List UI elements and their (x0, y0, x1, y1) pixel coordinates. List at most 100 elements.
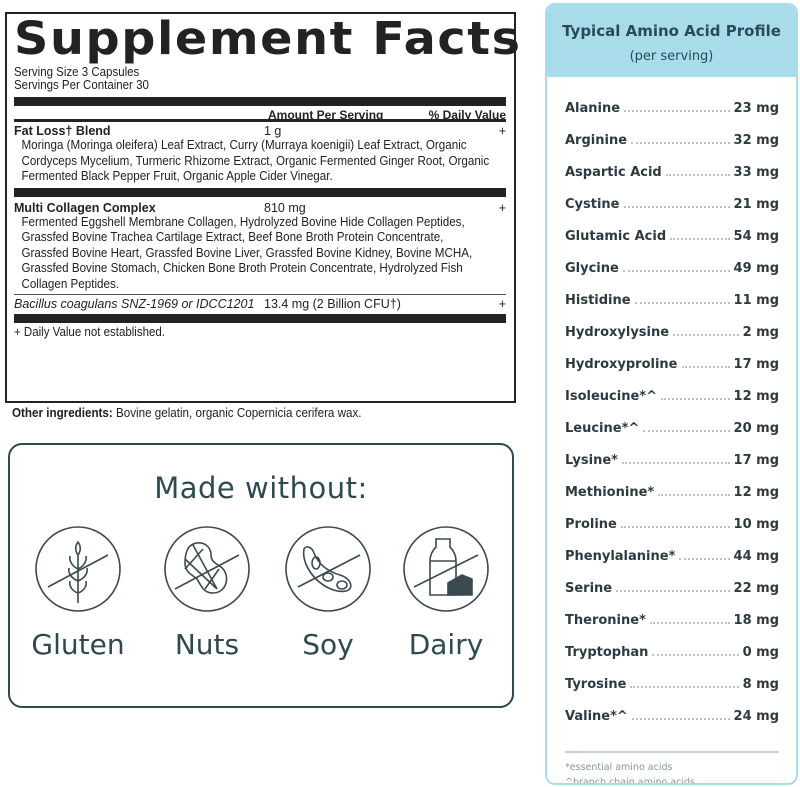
amino-name: Hydroxyproline (565, 357, 678, 372)
leader-dots (652, 647, 739, 656)
dairy-item: Dairy (396, 525, 496, 661)
amino-value: 17 mg (733, 453, 779, 468)
amino-value: 44 mg (733, 549, 779, 564)
serving-size: Serving Size 3 Capsules (14, 65, 140, 79)
supplement-facts-panel: Supplement Facts Serving Size 3 Capsules… (5, 12, 520, 403)
dv-footnote: + Daily Value not established. (14, 325, 165, 339)
ingredient-desc: Moringa (Moringa oleifera) Leaf Extract,… (21, 138, 490, 183)
leader-dots (665, 167, 730, 176)
amino-row: Serine 22 mg (547, 581, 796, 613)
amino-value: 54 mg (733, 229, 779, 244)
other-ingredients: Other ingredients: Bovine gelatin, organ… (12, 406, 362, 420)
leader-dots (634, 295, 730, 304)
amino-name: Proline (565, 517, 617, 532)
made-without-panel: Made without: Gluten Nuts Soy Dairy (8, 443, 514, 708)
leader-dots (631, 711, 730, 720)
ingredient-row: Multi Collagen Complex 810 mg + (14, 201, 506, 215)
leader-dots (624, 103, 730, 112)
ingredient-row: Fat Loss† Blend 1 g + (14, 124, 506, 138)
amino-name: Tyrosine (565, 677, 627, 692)
amino-value: 18 mg (733, 613, 779, 628)
amino-name: Isoleucine*^ (565, 389, 657, 404)
ingredient-dv: + (498, 297, 506, 311)
no-soy-icon (285, 526, 371, 612)
amino-row: Proline 10 mg (547, 517, 796, 549)
amino-row: Valine*^ 24 mg (547, 709, 796, 741)
ingredient-desc: Fermented Eggshell Membrane Collagen, Hy… (21, 214, 473, 291)
amino-name: Lysine* (565, 453, 618, 468)
amino-value: 11 mg (733, 293, 779, 308)
amino-value: 49 mg (733, 261, 779, 276)
amino-row: Lysine* 17 mg (547, 453, 796, 485)
nuts-item: Nuts (157, 525, 257, 661)
amino-row: Arginine 32 mg (547, 133, 796, 165)
no-dairy-icon (403, 526, 489, 612)
dairy-label: Dairy (408, 628, 484, 661)
amino-value: 24 mg (733, 709, 779, 724)
amino-title: Typical Amino Acid Profile (562, 22, 781, 40)
amino-value: 12 mg (733, 485, 779, 500)
amino-row: Histidine 11 mg (547, 293, 796, 325)
divider (14, 97, 506, 106)
amino-value: 2 mg (742, 325, 779, 340)
soy-label: Soy (302, 628, 354, 661)
amino-row: Phenylalanine* 44 mg (547, 549, 796, 581)
amino-value: 17 mg (733, 357, 779, 372)
nuts-label: Nuts (174, 628, 240, 661)
bcaa-footnote: ^branch chain amino acids (565, 777, 695, 785)
leader-dots (643, 423, 730, 432)
amino-row: Tryptophan 0 mg (547, 645, 796, 677)
soy-item: Soy (278, 525, 378, 661)
leader-dots (622, 263, 730, 272)
leader-dots (681, 359, 730, 368)
leader-dots (631, 135, 730, 144)
amino-footnotes: *essential amino acids ^branch chain ami… (565, 751, 779, 785)
amino-name: Methionine* (565, 485, 655, 500)
amino-header: Typical Amino Acid Profile (per serving) (547, 5, 796, 77)
divider (14, 314, 506, 323)
amino-name: Valine*^ (565, 709, 628, 724)
amino-value: 8 mg (742, 677, 779, 692)
ingredient-amount: 1 g (264, 124, 282, 138)
divider (14, 187, 506, 197)
other-label: Other ingredients: (12, 406, 113, 420)
amino-subtitle: (per serving) (629, 49, 714, 64)
amino-name: Glycine (565, 261, 619, 276)
amino-row: Isoleucine*^ 12 mg (547, 389, 796, 421)
no-nuts-icon (164, 526, 250, 612)
amino-name: Tryptophan (565, 645, 649, 660)
leader-dots (630, 679, 739, 688)
amino-row: Cystine 21 mg (547, 197, 796, 229)
amino-value: 33 mg (733, 165, 779, 180)
amino-value: 10 mg (733, 517, 779, 532)
amino-value: 23 mg (733, 101, 779, 116)
leader-dots (670, 231, 730, 240)
amino-row: Hydroxyproline 17 mg (547, 357, 796, 389)
made-without-title: Made without: (154, 471, 368, 505)
amino-value: 20 mg (733, 421, 779, 436)
column-header: Amount Per Serving % Daily Value (14, 108, 506, 122)
amino-row: Theronine* 18 mg (547, 613, 796, 645)
amino-row: Glutamic Acid 54 mg (547, 229, 796, 261)
amino-value: 12 mg (733, 389, 779, 404)
amino-name: Hydroxylysine (565, 325, 670, 340)
no-gluten-icon (35, 526, 121, 612)
gluten-item: Gluten (28, 525, 128, 661)
leader-dots (623, 199, 730, 208)
leader-dots (620, 519, 730, 528)
leader-dots (658, 487, 730, 496)
leader-dots (649, 615, 730, 624)
dv-header: % Daily Value (428, 108, 506, 122)
ingredient-dv: + (498, 124, 506, 138)
amino-row: Hydroxylysine 2 mg (547, 325, 796, 357)
amino-name: Leucine*^ (565, 421, 640, 436)
amino-row: Aspartic Acid 33 mg (547, 165, 796, 197)
amino-name: Alanine (565, 101, 621, 116)
amino-name: Serine (565, 581, 613, 596)
amino-row: Leucine*^ 20 mg (547, 421, 796, 453)
amino-name: Theronine* (565, 613, 646, 628)
ingredient-amount: 810 mg (264, 200, 306, 215)
leader-dots (673, 327, 739, 336)
amino-value: 21 mg (733, 197, 779, 212)
ingredient-name: Multi Collagen Complex (14, 200, 156, 215)
